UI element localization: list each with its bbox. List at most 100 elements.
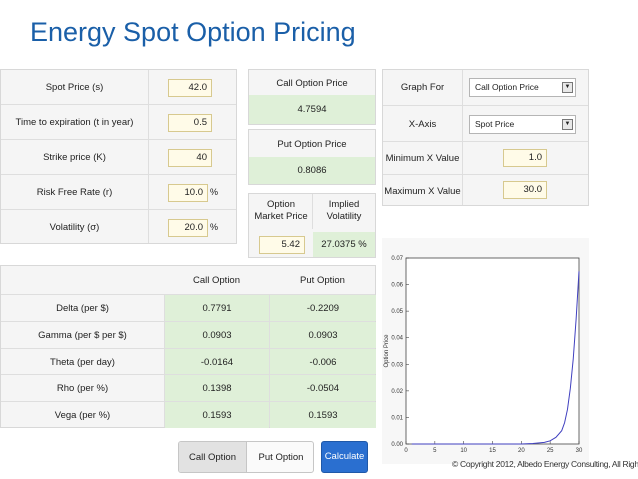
implied-volatility-value: 27.0375 % <box>321 239 367 250</box>
greek-label: Gamma (per $ per $) <box>38 329 127 341</box>
market-price-input[interactable]: 5.42 <box>259 236 305 254</box>
call-price-value-cell: 4.7594 <box>249 95 375 124</box>
strike-price-input[interactable]: 40 <box>168 149 212 167</box>
greek-call-cell: 0.1398 <box>165 375 269 402</box>
put-price-label: Put Option Price <box>277 139 347 150</box>
greek-call-value: 0.0903 <box>202 329 232 341</box>
greek-put-cell: -0.0504 <box>270 375 376 402</box>
call-option-price-button[interactable]: Call Option Price <box>179 442 247 472</box>
min-x-label: Minimum X Value <box>385 153 460 164</box>
put-price-panel: Put Option Price 0.8086 <box>248 129 376 185</box>
page-title: Energy Spot Option Pricing <box>30 17 356 47</box>
graph-settings-panel: Graph For Call Option Price ▼ X-Axis Spo… <box>382 69 589 206</box>
call-price-value: 4.7594 <box>297 104 327 115</box>
y-tick-label: 0.03 <box>391 362 403 368</box>
greek-call-cell: 0.1593 <box>165 402 269 428</box>
input-row-strike: Strike price (K) 40 <box>1 140 236 175</box>
greek-label: Rho (per %) <box>56 383 109 395</box>
greek-label: Theta (per day) <box>50 356 115 368</box>
greek-label: Delta (per $) <box>56 303 109 314</box>
spot-price-input[interactable]: 42.0 <box>168 79 212 97</box>
greek-label: Vega (per %) <box>54 410 111 422</box>
table-row: Vega (per %) 0.1593 0.1593 <box>1 402 376 429</box>
table-row: Rho (per %) 0.1398 -0.0504 <box>1 375 376 403</box>
graph-for-label: Graph For <box>400 82 445 93</box>
x-tick-label: 15 <box>489 448 496 454</box>
implied-volatility-label: Implied Volatility <box>326 199 362 222</box>
input-row-volatility: Volatility (σ) 20.0 % <box>1 210 236 245</box>
x-axis-select[interactable]: Spot Price ▼ <box>469 115 576 134</box>
graph-for-value: Call Option Price <box>475 82 539 92</box>
risk-free-rate-unit: % <box>210 187 219 197</box>
strike-price-label: Strike price (K) <box>43 152 106 163</box>
min-x-row: Minimum X Value 1.0 <box>383 142 588 175</box>
spot-price-label: Spot Price (s) <box>45 82 104 93</box>
greek-put-value: -0.006 <box>309 356 337 368</box>
greek-call-cell: 0.7791 <box>165 295 269 321</box>
greeks-header-row: Call Option Put Option <box>1 266 375 295</box>
volatility-input[interactable]: 20.0 <box>168 219 208 237</box>
greek-call-value: 0.7791 <box>202 303 232 314</box>
chevron-down-icon: ▼ <box>562 119 573 130</box>
copyright-text: © Copyright 2012, Albedo Energy Consulti… <box>452 459 638 469</box>
inputs-panel: Spot Price (s) 42.0 Time to expiration (… <box>0 69 237 244</box>
calculate-button[interactable]: Calculate <box>321 441 368 473</box>
greeks-col-call: Call Option <box>193 275 240 286</box>
put-price-value: 0.8086 <box>297 165 327 176</box>
risk-free-rate-input[interactable]: 10.0 <box>168 184 208 202</box>
input-row-spot: Spot Price (s) 42.0 <box>1 70 236 105</box>
market-price-label: Option Market Price <box>254 199 308 222</box>
put-price-value-cell: 0.8086 <box>249 157 375 184</box>
greek-put-value: 0.0903 <box>308 329 338 341</box>
y-tick-label: 0.00 <box>391 442 403 448</box>
greek-put-cell: 0.1593 <box>270 402 376 428</box>
plot-area <box>405 257 580 445</box>
table-row: Gamma (per $ per $) 0.0903 0.0903 <box>1 321 376 349</box>
greeks-table: Call Option Put Option Delta (per $) 0.77… <box>0 265 376 428</box>
implied-volatility-cell: 27.0375 % <box>313 232 375 257</box>
max-x-label: Maximum X Value <box>384 186 461 197</box>
x-tick-label: 5 <box>433 448 437 454</box>
time-expiration-input[interactable]: 0.5 <box>168 114 212 132</box>
option-price-chart: 0.00 0.01 0.02 0.03 0.04 0.05 0.06 0.07 0 5 10 15 20… <box>382 238 589 464</box>
greek-put-value: -0.0504 <box>306 383 340 395</box>
chevron-down-icon: ▼ <box>562 82 573 93</box>
greek-put-cell: 0.0903 <box>270 321 376 348</box>
y-axis-label: Option Price <box>384 334 390 368</box>
call-price-panel: Call Option Price 4.7594 <box>248 69 376 125</box>
greek-call-value: 0.1593 <box>202 410 232 422</box>
y-tick-label: 0.02 <box>391 389 403 395</box>
greek-call-value: 0.1398 <box>202 383 232 395</box>
volatility-unit: % <box>210 222 219 232</box>
greek-put-value: 0.1593 <box>308 410 338 422</box>
y-tick-label: 0.05 <box>391 309 403 315</box>
put-option-price-button[interactable]: Put Option Price <box>258 452 304 463</box>
x-axis-row: X-Axis Spot Price ▼ <box>383 106 588 142</box>
input-row-time: Time to expiration (t in year) 0.5 <box>1 105 236 140</box>
y-tick-label: 0.04 <box>391 336 403 342</box>
market-panel: Option Market Price Implied Volatility 5… <box>248 193 376 258</box>
max-x-input[interactable]: 30.0 <box>503 181 547 199</box>
call-price-label: Call Option Price <box>276 78 348 89</box>
volatility-label: Volatility (σ) <box>49 222 100 233</box>
greek-call-cell: -0.0164 <box>165 348 269 375</box>
x-tick-label: 25 <box>547 448 554 454</box>
input-row-rate: Risk Free Rate (r) 10.0 % <box>1 175 236 210</box>
x-tick-label: 30 <box>576 448 583 454</box>
graph-for-select[interactable]: Call Option Price ▼ <box>469 78 576 97</box>
x-axis-label: X-Axis <box>408 119 437 130</box>
greek-put-cell: -0.006 <box>270 348 376 375</box>
chart-svg: 0.00 0.01 0.02 0.03 0.04 0.05 0.06 0.07 0 5 10 15 20… <box>384 256 583 454</box>
x-tick-label: 0 <box>404 448 408 454</box>
series-line <box>411 271 580 445</box>
x-axis-value: Spot Price <box>475 119 515 129</box>
x-tick-label: 10 <box>460 448 467 454</box>
table-row: Delta (per $) 0.7791 -0.2209 <box>1 295 376 322</box>
y-tick-label: 0.06 <box>391 283 403 289</box>
y-tick-label: 0.07 <box>391 256 403 262</box>
greek-call-cell: 0.0903 <box>165 321 269 348</box>
min-x-input[interactable]: 1.0 <box>503 149 547 167</box>
greeks-col-put: Put Option <box>300 275 345 286</box>
table-row: Theta (per day) -0.0164 -0.006 <box>1 348 376 376</box>
greek-put-cell: -0.2209 <box>270 295 376 321</box>
